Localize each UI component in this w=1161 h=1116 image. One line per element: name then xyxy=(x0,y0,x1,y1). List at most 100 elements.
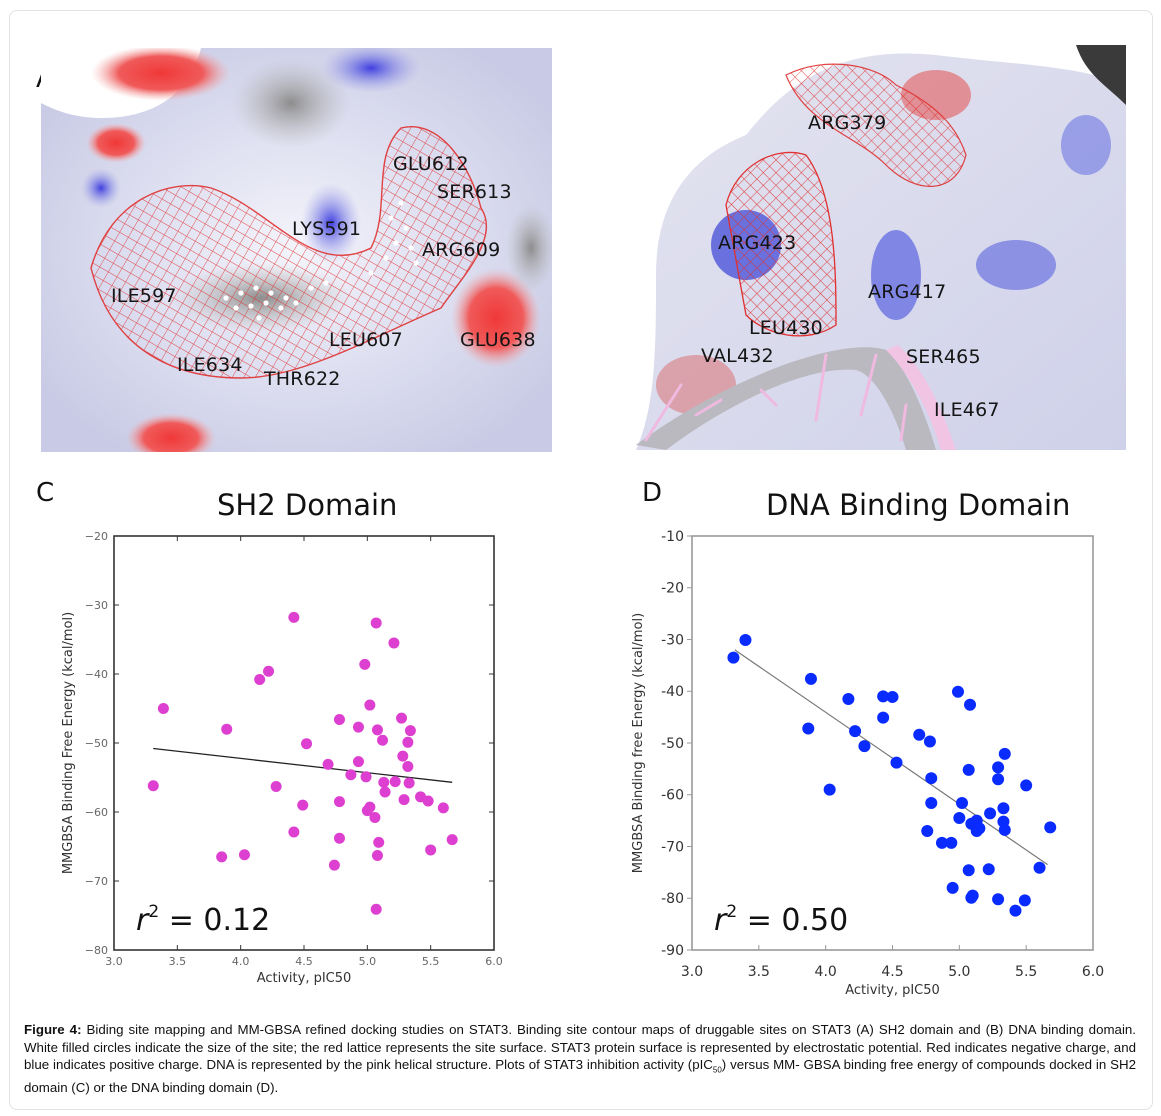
data-point xyxy=(890,756,903,769)
caption-text: Biding site mapping and MM-GBSA refined … xyxy=(24,1022,1136,1073)
data-point xyxy=(402,760,414,772)
data-point xyxy=(322,758,334,770)
trend-line xyxy=(734,649,1048,866)
data-point xyxy=(254,674,266,686)
y-tick-label: −40 xyxy=(85,668,108,681)
data-point xyxy=(389,776,401,788)
superscript-2: 2 xyxy=(726,902,737,922)
data-point xyxy=(935,836,948,849)
x-tick-label: 4.5 xyxy=(881,964,903,980)
data-point xyxy=(216,851,228,863)
data-point xyxy=(966,889,979,902)
x-tick-label: 5.0 xyxy=(359,955,377,968)
data-point xyxy=(345,769,357,781)
data-point xyxy=(352,721,364,733)
data-point xyxy=(333,714,345,726)
data-point xyxy=(398,794,410,806)
data-point xyxy=(964,698,977,711)
trend-line xyxy=(153,747,453,783)
data-point xyxy=(364,801,376,813)
data-point xyxy=(422,795,434,807)
data-point xyxy=(301,738,313,750)
data-point xyxy=(371,724,383,736)
residue-label: VAL432 xyxy=(701,345,774,367)
x-tick-label: 4.0 xyxy=(815,964,837,980)
y-tick-label: -40 xyxy=(661,684,684,700)
r-squared-annotation: r2 = 0.50 xyxy=(714,902,848,938)
residue-label: GLU638 xyxy=(460,329,536,351)
data-point xyxy=(288,611,300,623)
data-point xyxy=(998,747,1011,760)
data-point xyxy=(388,637,400,649)
residue-label: ARG609 xyxy=(422,239,501,261)
data-point xyxy=(886,690,899,703)
data-point xyxy=(403,777,415,789)
data-point xyxy=(1009,904,1022,917)
data-point xyxy=(984,807,997,820)
data-point xyxy=(147,780,159,792)
data-point xyxy=(396,712,408,724)
data-point xyxy=(956,797,969,810)
data-point xyxy=(437,802,449,814)
x-tick-label: 4.0 xyxy=(232,955,250,968)
data-point xyxy=(359,658,371,670)
data-point xyxy=(997,802,1010,815)
r-squared-value: = 0.12 xyxy=(159,903,270,938)
residue-label: SER613 xyxy=(437,181,512,203)
x-tick-label: 3.5 xyxy=(748,964,770,980)
r-squared-value: = 0.50 xyxy=(737,903,848,938)
superscript-2: 2 xyxy=(148,902,159,922)
site-points xyxy=(223,200,419,321)
data-point xyxy=(727,651,740,664)
panel-c-letter: C xyxy=(36,478,55,508)
data-point xyxy=(333,796,345,808)
data-point xyxy=(373,836,385,848)
chart-c-title: SH2 Domain xyxy=(217,488,398,522)
data-point xyxy=(953,812,966,825)
x-tick-label: 3.0 xyxy=(681,964,703,980)
data-point xyxy=(849,725,862,738)
data-point xyxy=(378,776,390,788)
residue-label: LEU430 xyxy=(749,317,823,339)
residue-label: ARG379 xyxy=(808,112,887,134)
residue-label: LEU607 xyxy=(329,329,403,351)
residue-label: LYS591 xyxy=(292,218,362,240)
data-point xyxy=(1033,861,1046,874)
data-point xyxy=(842,693,855,706)
data-point xyxy=(1020,779,1033,792)
data-point xyxy=(925,772,938,785)
data-point xyxy=(925,797,938,810)
chart-d-title: DNA Binding Domain xyxy=(766,488,1071,522)
data-point xyxy=(858,740,871,753)
figure-caption: Figure 4: Biding site mapping and MM-GBS… xyxy=(24,1021,1136,1097)
data-point xyxy=(998,823,1011,836)
y-tick-label: −20 xyxy=(85,530,108,543)
data-point xyxy=(982,863,995,876)
y-tick-label: -60 xyxy=(661,788,684,804)
data-point xyxy=(157,703,169,714)
data-point xyxy=(328,859,340,871)
x-tick-label: 6.0 xyxy=(1082,964,1104,980)
data-point xyxy=(270,780,282,792)
data-point xyxy=(238,849,250,861)
residue-label: ARG423 xyxy=(718,232,797,254)
plot-frame xyxy=(691,535,1094,951)
data-point xyxy=(921,824,934,837)
data-point xyxy=(370,903,382,915)
data-point xyxy=(823,783,836,796)
data-point xyxy=(992,761,1005,774)
data-point xyxy=(913,728,926,741)
data-point xyxy=(739,634,752,647)
y-tick-label: -80 xyxy=(661,891,684,907)
x-tick-label: 6.0 xyxy=(485,955,503,968)
data-point xyxy=(946,881,959,894)
residue-label: ILE634 xyxy=(177,354,243,376)
y-tick-label: -90 xyxy=(661,943,684,959)
x-tick-label: 5.5 xyxy=(1015,964,1037,980)
chart-c-sh2-scatter: 3.0 3.5 4.0 4.5 5.0 5.5 6.0 −20 −30 −40 −50 −60 −70 −… xyxy=(61,530,503,986)
data-point xyxy=(370,617,382,629)
panel-d-letter: D xyxy=(642,478,663,508)
y-tick-label: -10 xyxy=(661,529,684,545)
data-point xyxy=(992,893,1005,906)
y-tick-label: −50 xyxy=(85,737,108,750)
